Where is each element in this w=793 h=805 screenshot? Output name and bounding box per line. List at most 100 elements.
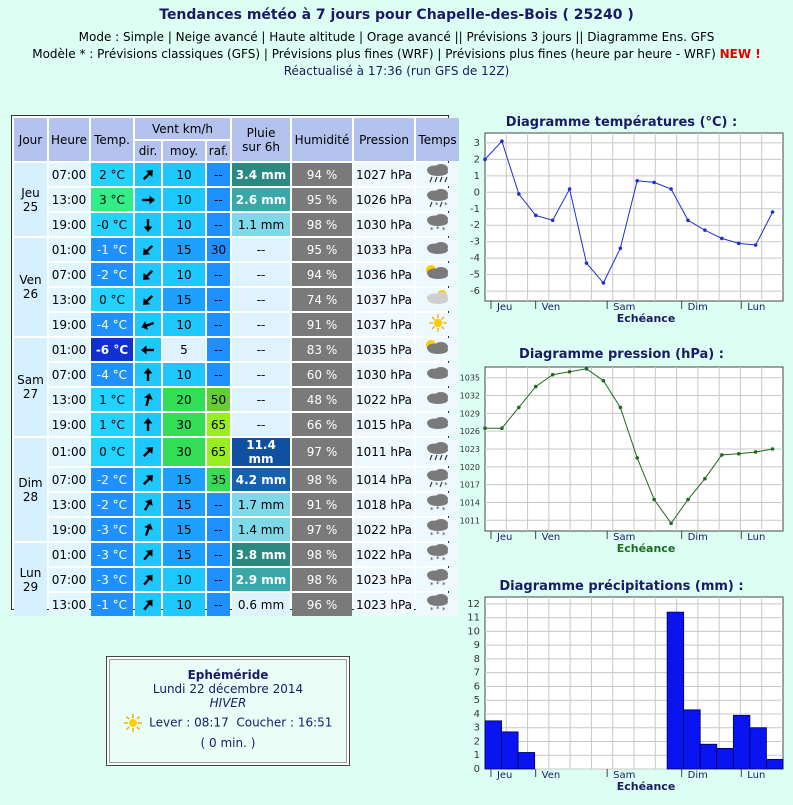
- weather-cell: [416, 413, 460, 436]
- wind-arrow-icon: [135, 242, 161, 258]
- ephemeris-panel: Ephéméride Lundi 22 décembre 2014 HIVER …: [106, 656, 350, 766]
- wind-gust-cell: 50: [207, 388, 231, 411]
- wind-speed-cell: 20: [163, 388, 205, 411]
- y-tick-label: 1020: [460, 463, 480, 472]
- y-tick-label: -5: [470, 270, 480, 281]
- wind-arrow-icon: [135, 167, 161, 183]
- weather-cell: [416, 238, 460, 261]
- temperature-cell: -2 °C: [91, 493, 133, 516]
- weather-rain-icon: [424, 441, 452, 464]
- hour-cell: 01:00: [49, 438, 89, 466]
- pressure-cell: 1011 hPa: [354, 438, 415, 466]
- wind-direction-cell: [135, 263, 161, 286]
- hour-cell: 13:00: [49, 288, 89, 311]
- pressure-cell: 1015 hPa: [354, 413, 415, 436]
- humidity-cell: 98 %: [292, 568, 353, 591]
- model-gfs[interactable]: Prévisions classiques (GFS): [97, 47, 261, 61]
- wind-speed-cell: 5: [163, 338, 205, 361]
- svg-text:*: *: [444, 201, 448, 208]
- y-tick-label: 2: [474, 154, 480, 165]
- wind-speed-cell: 10: [163, 313, 205, 336]
- rain-cell: 1.1 mm: [232, 213, 291, 236]
- mode-ens[interactable]: Diagramme Ens. GFS: [587, 30, 715, 44]
- temperature-cell: 0 °C: [91, 288, 133, 311]
- y-tick-label: -4: [470, 253, 480, 264]
- rain-cell: --: [232, 388, 291, 411]
- wind-arrow-icon: [135, 342, 161, 358]
- svg-text:*: *: [430, 556, 434, 563]
- svg-text:*: *: [436, 530, 440, 538]
- x-tick-label: Jeu: [496, 532, 512, 543]
- y-tick-label: 3: [474, 138, 480, 149]
- temperature-chart: 3 2 1 0 -1 -2 -3 -4 -5 -6 Jeu Ven Sam Dim Lun Echéance: [470, 132, 784, 325]
- humidity-cell: 98 %: [292, 468, 353, 491]
- wind-arrow-icon: [135, 217, 161, 233]
- day-number: 25: [22, 199, 39, 214]
- weather-cell: * * *: [416, 543, 460, 566]
- hour-cell: 07:00: [49, 363, 89, 386]
- x-tick-label: Lun: [747, 532, 765, 543]
- temperature-cell: 3 °C: [91, 188, 133, 211]
- wind-gust-cell: --: [207, 213, 231, 236]
- data-point: [618, 246, 623, 251]
- mode-orage[interactable]: Orage avancé: [366, 30, 451, 44]
- bar: [517, 752, 536, 770]
- y-tick-label: 1: [474, 750, 480, 761]
- weather-cell: * * *: [416, 518, 460, 541]
- rain-cell: --: [232, 263, 291, 286]
- wind-direction-cell: [135, 593, 161, 616]
- model-wrf-hourly[interactable]: Prévisions plus fines (heure par heure -…: [445, 47, 716, 61]
- wind-speed-cell: 15: [163, 518, 205, 541]
- table-row: 07:00 -3 °C 10 -- 2.9 mm 98 % 1023 hPa * * *: [14, 568, 460, 591]
- wind-arrow-icon: [135, 417, 161, 433]
- weather-cell: [416, 313, 460, 336]
- wind-gust-cell: --: [207, 313, 231, 336]
- table-row: Sam 27 01:00 -6 °C 5 -- -- 83 % 1035 hPa: [14, 338, 460, 436]
- y-tick-label: 5: [474, 695, 480, 706]
- header-moy: moy.: [163, 141, 205, 161]
- data-point: [652, 180, 656, 185]
- humidity-cell: 60 %: [292, 363, 353, 386]
- wind-direction-cell: [135, 163, 161, 186]
- svg-text:*: *: [442, 506, 446, 513]
- weather-snow-icon: * * *: [424, 569, 452, 591]
- x-axis-label: Echéance: [617, 312, 676, 325]
- rain-cell: 0.6 mm: [232, 593, 291, 616]
- mode-3jours[interactable]: Prévisions 3 jours: [466, 30, 572, 44]
- y-tick-label: 0: [474, 187, 480, 198]
- y-tick-label: -2: [470, 220, 480, 231]
- wind-arrow-icon: [135, 472, 161, 488]
- day-cell: Dim 28: [14, 438, 47, 541]
- y-tick-label: 6: [474, 681, 480, 692]
- temperature-cell: -4 °C: [91, 363, 133, 386]
- model-wrf[interactable]: Prévisions plus fines (WRF): [271, 47, 434, 61]
- x-tick-label: Sam: [613, 770, 635, 781]
- wind-direction-cell: [135, 438, 161, 466]
- mode-altitude[interactable]: Haute altitude: [269, 30, 356, 44]
- weather-cell: [416, 263, 460, 286]
- humidity-cell: 98 %: [292, 543, 353, 566]
- y-tick-label: -1: [470, 204, 480, 215]
- data-point: [500, 426, 504, 431]
- wind-arrow-icon: [135, 292, 161, 308]
- pressure-cell: 1023 hPa: [354, 593, 415, 616]
- humidity-cell: 94 %: [292, 163, 353, 186]
- svg-text:*: *: [442, 226, 446, 233]
- weather-cloud-icon: [424, 392, 452, 411]
- mode-neige[interactable]: Neige avancé: [175, 30, 258, 44]
- y-tick-label: 1011: [460, 516, 480, 525]
- svg-text:*: *: [442, 581, 446, 588]
- weather-snow-icon: * * *: [424, 544, 452, 566]
- weather-sunfew-icon: [424, 290, 452, 311]
- svg-text:*: *: [436, 605, 440, 613]
- mode-simple[interactable]: Simple: [123, 30, 164, 44]
- x-tick-label: Jeu: [496, 302, 512, 313]
- hour-cell: 13:00: [49, 388, 89, 411]
- temperature-cell: -2 °C: [91, 263, 133, 286]
- y-tick-label: 7: [474, 668, 480, 679]
- hour-cell: 01:00: [49, 338, 89, 361]
- hour-cell: 19:00: [49, 313, 89, 336]
- x-tick-label: Sam: [613, 532, 635, 543]
- wind-direction-cell: [135, 188, 161, 211]
- bar: [749, 727, 767, 770]
